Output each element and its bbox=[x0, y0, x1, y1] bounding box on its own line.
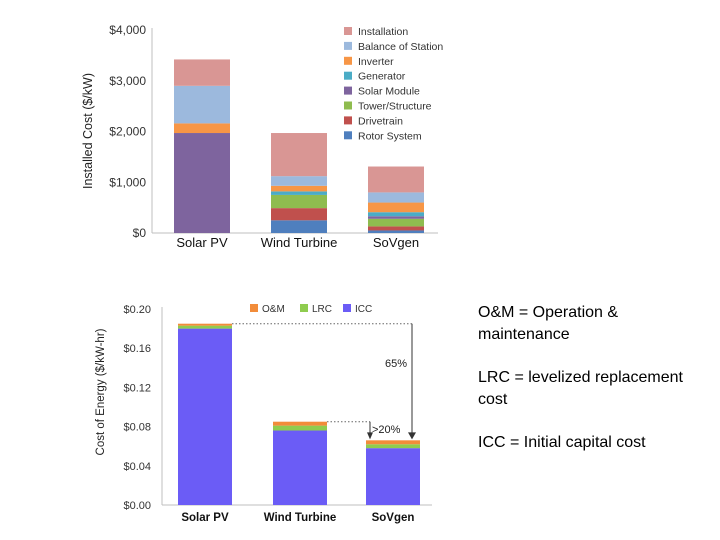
bar-segment-o-m bbox=[178, 323, 232, 326]
y-tick-label: $0.04 bbox=[123, 461, 151, 473]
bar-segment-rotor-system bbox=[368, 230, 424, 233]
bar-segment-balance-of-station bbox=[368, 192, 424, 203]
legend-swatch bbox=[344, 101, 352, 110]
bar-segment-tower-structure bbox=[368, 218, 424, 227]
legend-label: Generator bbox=[358, 71, 406, 83]
arrow-head-65 bbox=[408, 432, 416, 440]
bar-segment-inverter bbox=[368, 202, 424, 213]
bar-segment-balance-of-station bbox=[271, 176, 327, 186]
note-om: O&M = Operation & maintenance bbox=[478, 304, 619, 343]
x-tick-label: Solar PV bbox=[176, 235, 228, 250]
y-tick-label: $0 bbox=[133, 226, 147, 240]
legend-swatch bbox=[250, 304, 258, 312]
legend-label: Drivetrain bbox=[358, 115, 403, 127]
y-axis-title: Cost of Energy ($/kW-hr) bbox=[95, 328, 107, 455]
bar-segment-generator bbox=[271, 191, 327, 195]
bar-segment-icc bbox=[178, 328, 232, 505]
legend-swatch bbox=[344, 56, 352, 65]
bar-segment-generator bbox=[368, 212, 424, 217]
y-tick-label: $0.16 bbox=[123, 343, 151, 355]
abbreviation-notes: O&M = Operation & maintenance LRC = leve… bbox=[478, 302, 714, 476]
bar-segment-o-m bbox=[366, 440, 420, 445]
legend-swatch bbox=[343, 304, 351, 312]
legend-swatch bbox=[344, 27, 352, 35]
y-tick-label: $0.12 bbox=[123, 382, 151, 394]
bar-segment-installation bbox=[368, 166, 424, 193]
bar-segment-installation bbox=[271, 133, 327, 177]
legend-swatch bbox=[300, 304, 308, 312]
legend-label: Tower/Structure bbox=[358, 101, 432, 113]
bar-segment-inverter bbox=[271, 185, 327, 192]
legend-swatch bbox=[344, 131, 352, 140]
y-axis-title: Installed Cost ($/kW) bbox=[81, 73, 95, 189]
y-tick-label: $3,000 bbox=[109, 74, 146, 88]
note-icc: ICC = Initial capital cost bbox=[478, 434, 646, 451]
legend-swatch bbox=[344, 116, 352, 125]
bar-segment-tower-structure bbox=[271, 194, 327, 209]
arrow-head-20 bbox=[367, 432, 373, 440]
legend-label: LRC bbox=[312, 304, 332, 315]
bar-segment-lrc bbox=[178, 325, 232, 329]
note-lrc: LRC = levelized replacement cost bbox=[478, 369, 683, 408]
y-tick-label: $1,000 bbox=[109, 175, 146, 189]
bar-segment-inverter bbox=[174, 123, 230, 134]
legend-label: Balance of Station bbox=[358, 41, 443, 53]
bar-segment-solar-module bbox=[368, 216, 424, 219]
legend-label: O&M bbox=[262, 304, 285, 315]
legend-label: Inverter bbox=[358, 56, 394, 68]
bar-segment-icc bbox=[273, 430, 327, 505]
bar-segment-solar-module bbox=[174, 133, 230, 233]
legend-swatch bbox=[344, 86, 352, 95]
bar-segment-balance-of-station bbox=[174, 85, 230, 124]
legend-label: Rotor System bbox=[358, 130, 422, 142]
y-tick-label: $2,000 bbox=[109, 125, 146, 139]
bar-segment-installation bbox=[174, 59, 230, 86]
bar-segment-rotor-system bbox=[271, 220, 327, 233]
legend-swatch bbox=[344, 41, 352, 50]
annotation-20: >20% bbox=[372, 424, 401, 436]
x-tick-label: Wind Turbine bbox=[264, 512, 337, 524]
bar-segment-lrc bbox=[366, 444, 420, 449]
bar-segment-o-m bbox=[273, 421, 327, 426]
y-tick-label: $4,000 bbox=[109, 23, 146, 37]
x-tick-label: Solar PV bbox=[181, 512, 229, 524]
legend-label: Installation bbox=[358, 26, 408, 38]
y-tick-label: $0.00 bbox=[123, 500, 151, 512]
legend-label: ICC bbox=[355, 304, 372, 315]
x-tick-label: Wind Turbine bbox=[261, 235, 338, 250]
bar-segment-drivetrain bbox=[368, 226, 424, 231]
x-tick-label: SoVgen bbox=[372, 512, 415, 524]
bar-segment-icc bbox=[366, 448, 420, 505]
x-tick-label: SoVgen bbox=[373, 235, 419, 250]
y-tick-label: $0.08 bbox=[123, 422, 151, 434]
bar-segment-drivetrain bbox=[271, 208, 327, 221]
annotation-65: 65% bbox=[385, 358, 407, 370]
y-tick-label: $0.20 bbox=[123, 304, 151, 316]
legend-swatch bbox=[344, 71, 352, 80]
legend-label: Solar Module bbox=[358, 86, 420, 98]
bar-segment-lrc bbox=[273, 425, 327, 431]
